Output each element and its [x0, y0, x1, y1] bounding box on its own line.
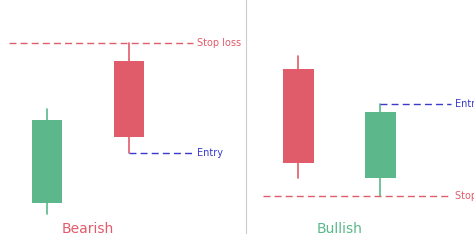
- Bar: [283, 69, 314, 163]
- Bar: [114, 61, 144, 137]
- Text: Stop loss: Stop loss: [197, 38, 241, 48]
- Text: Bullish: Bullish: [317, 222, 362, 234]
- Text: Stop loss: Stop loss: [455, 191, 474, 201]
- Bar: [365, 112, 396, 178]
- Text: Bearish: Bearish: [62, 222, 114, 234]
- Bar: [32, 120, 62, 204]
- Text: Entry: Entry: [197, 148, 223, 158]
- Text: Entry: Entry: [455, 99, 474, 109]
